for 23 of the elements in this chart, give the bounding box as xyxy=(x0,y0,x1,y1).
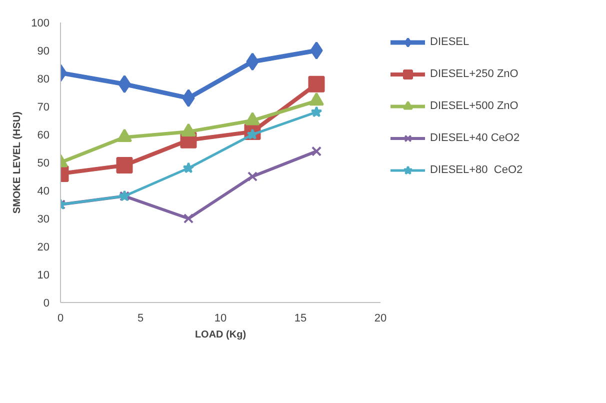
x-tick-label: 20 xyxy=(374,312,387,324)
y-tick-label: 30 xyxy=(37,214,50,226)
y-tick-label: 70 xyxy=(37,102,50,114)
x-axis-title: LOAD (Kg) xyxy=(194,330,246,340)
y-tick-label: 60 xyxy=(37,130,50,142)
x-tick-label: 10 xyxy=(214,312,227,324)
legend-label: DIESEL xyxy=(430,36,470,48)
y-tick-label: 80 xyxy=(37,74,50,86)
legend-label: DIESEL+250 ZnO xyxy=(430,68,518,80)
y-tick-label: 100 xyxy=(31,18,50,30)
y-tick-label: 90 xyxy=(37,46,50,58)
y-tick-label: 0 xyxy=(43,298,50,310)
y-tick-label: 20 xyxy=(37,242,50,254)
y-tick-label: 50 xyxy=(37,158,50,170)
legend-label: DIESEL+80 CeO2 xyxy=(430,164,523,176)
legend-label: DIESEL+500 ZnO xyxy=(430,100,518,112)
x-tick-label: 15 xyxy=(294,312,307,324)
y-axis-title: SMOKE LEVEL (HSU) xyxy=(12,112,24,214)
x-tick-label: 0 xyxy=(57,312,64,324)
legend-label: DIESEL+40 CeO2 xyxy=(430,132,520,144)
y-tick-label: 10 xyxy=(37,270,50,282)
y-tick-label: 40 xyxy=(37,186,50,198)
x-tick-label: 5 xyxy=(137,312,144,324)
